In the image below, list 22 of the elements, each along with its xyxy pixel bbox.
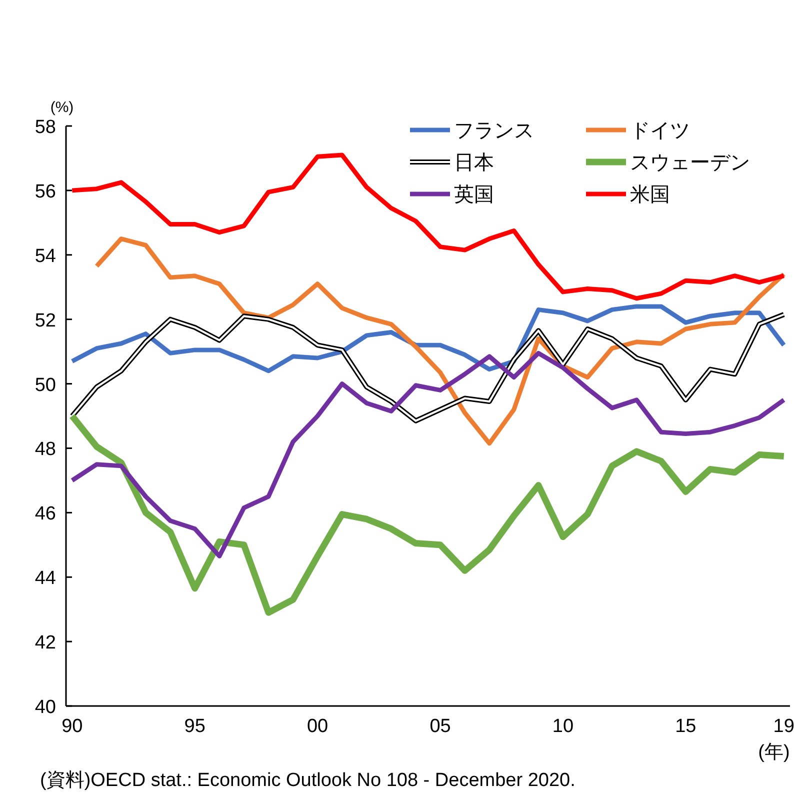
y-tick-label: 52 — [34, 310, 56, 332]
x-tick-label: 00 — [306, 716, 328, 737]
x-tick-label: 05 — [430, 716, 451, 737]
x-tick-label: 19 — [773, 716, 794, 737]
x-tick-label: 95 — [184, 716, 206, 737]
y-tick-label: 42 — [34, 632, 56, 654]
y-tick-label: 56 — [34, 181, 56, 202]
y-tick-label: 54 — [34, 246, 56, 267]
y-tick-label: 40 — [34, 697, 56, 718]
y-tick-label: 48 — [34, 439, 56, 460]
y-tick-label: 50 — [34, 374, 56, 396]
legend-label: ドイツ — [630, 120, 690, 142]
x-tick-label: 90 — [62, 716, 83, 737]
x-axis-title: (年) — [758, 742, 790, 763]
x-tick-label: 10 — [552, 716, 574, 737]
x-tick-label: 15 — [675, 716, 696, 737]
text: (資料)OECD stat.: Economic Outlook No 108 - December 2020. — [40, 770, 576, 791]
y-tick-label: 58 — [34, 117, 56, 138]
y-tick-label: 44 — [34, 568, 56, 590]
y-axis-title: (%) — [50, 99, 74, 116]
legend-label: フランス — [454, 120, 534, 142]
y-tick-label: 46 — [34, 504, 56, 525]
